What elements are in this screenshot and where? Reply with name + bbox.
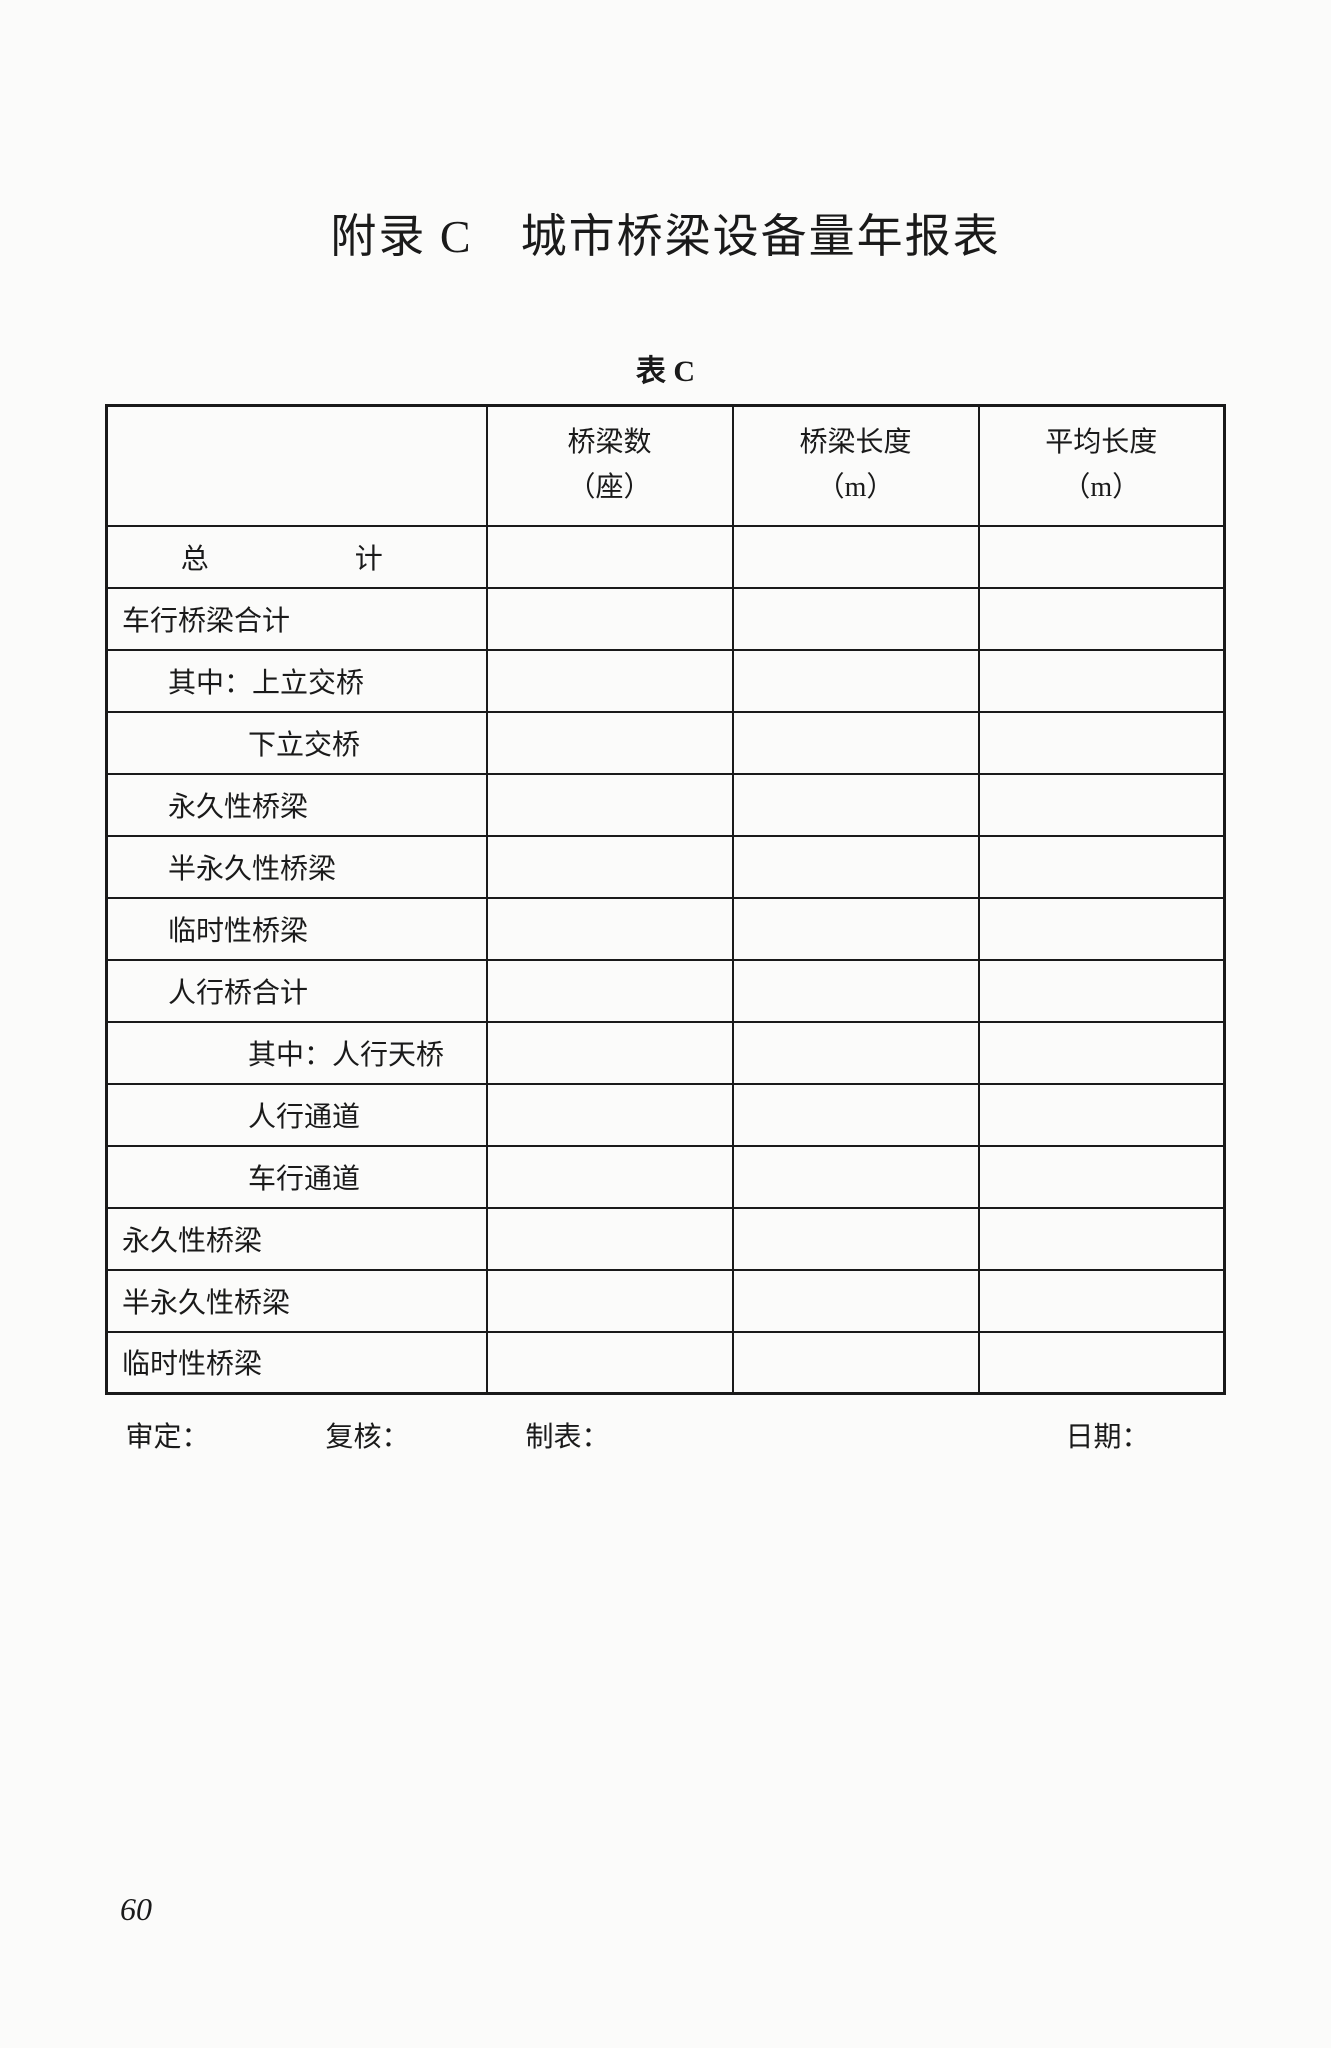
row-cell <box>733 774 979 836</box>
row-label: 总 计 <box>107 526 487 588</box>
row-cell <box>733 898 979 960</box>
header-col-1: 桥梁数 （座） <box>487 406 733 526</box>
document-page: 附录 C 城市桥梁设备量年报表 表 C 桥梁数 （座） 桥梁长度 （m） 平均长 <box>0 0 1331 2048</box>
prepare-label: 制表： <box>526 1415 1066 1455</box>
row-cell <box>487 526 733 588</box>
signature-row: 审定： 复核： 制表： 日期： <box>106 1415 1226 1455</box>
row-cell <box>733 712 979 774</box>
header-col-3-line2: （m） <box>1062 472 1140 503</box>
table-row: 人行通道 <box>107 1084 1225 1146</box>
table-row: 永久性桥梁 <box>107 1208 1225 1270</box>
row-cell <box>733 650 979 712</box>
table-row: 车行桥梁合计 <box>107 588 1225 650</box>
row-label: 永久性桥梁 <box>107 1208 487 1270</box>
table-header: 桥梁数 （座） 桥梁长度 （m） 平均长度 （m） <box>107 406 1225 526</box>
row-cell <box>487 898 733 960</box>
row-label: 临时性桥梁 <box>107 1332 487 1394</box>
row-cell <box>487 1332 733 1394</box>
header-col-1-line1: 桥梁数 <box>567 427 651 458</box>
row-cell <box>733 836 979 898</box>
row-cell <box>979 960 1225 1022</box>
row-cell <box>979 650 1225 712</box>
row-cell <box>979 1146 1225 1208</box>
row-cell <box>487 650 733 712</box>
page-title: 附录 C 城市桥梁设备量年报表 <box>100 200 1231 266</box>
date-label: 日期： <box>1066 1415 1226 1455</box>
row-label: 下立交桥 <box>107 712 487 774</box>
row-cell <box>733 1022 979 1084</box>
row-label: 临时性桥梁 <box>107 898 487 960</box>
row-cell <box>733 960 979 1022</box>
table-row: 车行通道 <box>107 1146 1225 1208</box>
row-cell <box>487 1208 733 1270</box>
table-row: 其中：人行天桥 <box>107 1022 1225 1084</box>
header-col-3-line1: 平均长度 <box>1045 427 1157 458</box>
table-caption: 表 C <box>100 346 1231 390</box>
row-cell <box>979 712 1225 774</box>
header-col-2-line1: 桥梁长度 <box>799 427 911 458</box>
header-blank <box>107 406 487 526</box>
row-label: 永久性桥梁 <box>107 774 487 836</box>
row-cell <box>733 1084 979 1146</box>
table-row: 临时性桥梁 <box>107 1332 1225 1394</box>
review-label: 复核： <box>326 1415 526 1455</box>
row-cell <box>979 1270 1225 1332</box>
row-cell <box>733 1208 979 1270</box>
row-cell <box>979 1208 1225 1270</box>
row-cell <box>979 588 1225 650</box>
row-cell <box>733 1270 979 1332</box>
row-cell <box>733 588 979 650</box>
row-cell <box>487 1084 733 1146</box>
row-cell <box>487 1270 733 1332</box>
row-cell <box>979 526 1225 588</box>
table-row: 临时性桥梁 <box>107 898 1225 960</box>
row-label: 其中：人行天桥 <box>107 1022 487 1084</box>
row-label: 人行桥合计 <box>107 960 487 1022</box>
row-cell <box>979 836 1225 898</box>
bridge-report-table: 桥梁数 （座） 桥梁长度 （m） 平均长度 （m） 总 计车行桥梁合计其中：上立… <box>105 404 1226 1395</box>
table-row: 其中：上立交桥 <box>107 650 1225 712</box>
row-cell <box>733 1146 979 1208</box>
table-body: 总 计车行桥梁合计其中：上立交桥下立交桥永久性桥梁半永久性桥梁临时性桥梁人行桥合… <box>107 526 1225 1394</box>
row-cell <box>733 1332 979 1394</box>
row-label: 车行通道 <box>107 1146 487 1208</box>
table-row: 半永久性桥梁 <box>107 1270 1225 1332</box>
row-cell <box>487 774 733 836</box>
row-label: 人行通道 <box>107 1084 487 1146</box>
row-cell <box>979 1332 1225 1394</box>
row-cell <box>487 836 733 898</box>
row-cell <box>979 1022 1225 1084</box>
row-label: 半永久性桥梁 <box>107 836 487 898</box>
table-row: 永久性桥梁 <box>107 774 1225 836</box>
row-label: 其中：上立交桥 <box>107 650 487 712</box>
row-cell <box>487 712 733 774</box>
row-label: 半永久性桥梁 <box>107 1270 487 1332</box>
approve-label: 审定： <box>106 1415 326 1455</box>
row-cell <box>733 526 979 588</box>
row-cell <box>487 1022 733 1084</box>
page-number: 60 <box>120 1891 152 1928</box>
row-cell <box>979 898 1225 960</box>
row-cell <box>979 1084 1225 1146</box>
table-row: 下立交桥 <box>107 712 1225 774</box>
row-cell <box>487 1146 733 1208</box>
table-row: 半永久性桥梁 <box>107 836 1225 898</box>
row-label: 车行桥梁合计 <box>107 588 487 650</box>
row-cell <box>487 960 733 1022</box>
row-cell <box>487 588 733 650</box>
header-col-1-line2: （座） <box>567 472 651 503</box>
header-col-3: 平均长度 （m） <box>979 406 1225 526</box>
table-row: 总 计 <box>107 526 1225 588</box>
table-row: 人行桥合计 <box>107 960 1225 1022</box>
header-col-2-line2: （m） <box>817 472 895 503</box>
header-col-2: 桥梁长度 （m） <box>733 406 979 526</box>
row-cell <box>979 774 1225 836</box>
